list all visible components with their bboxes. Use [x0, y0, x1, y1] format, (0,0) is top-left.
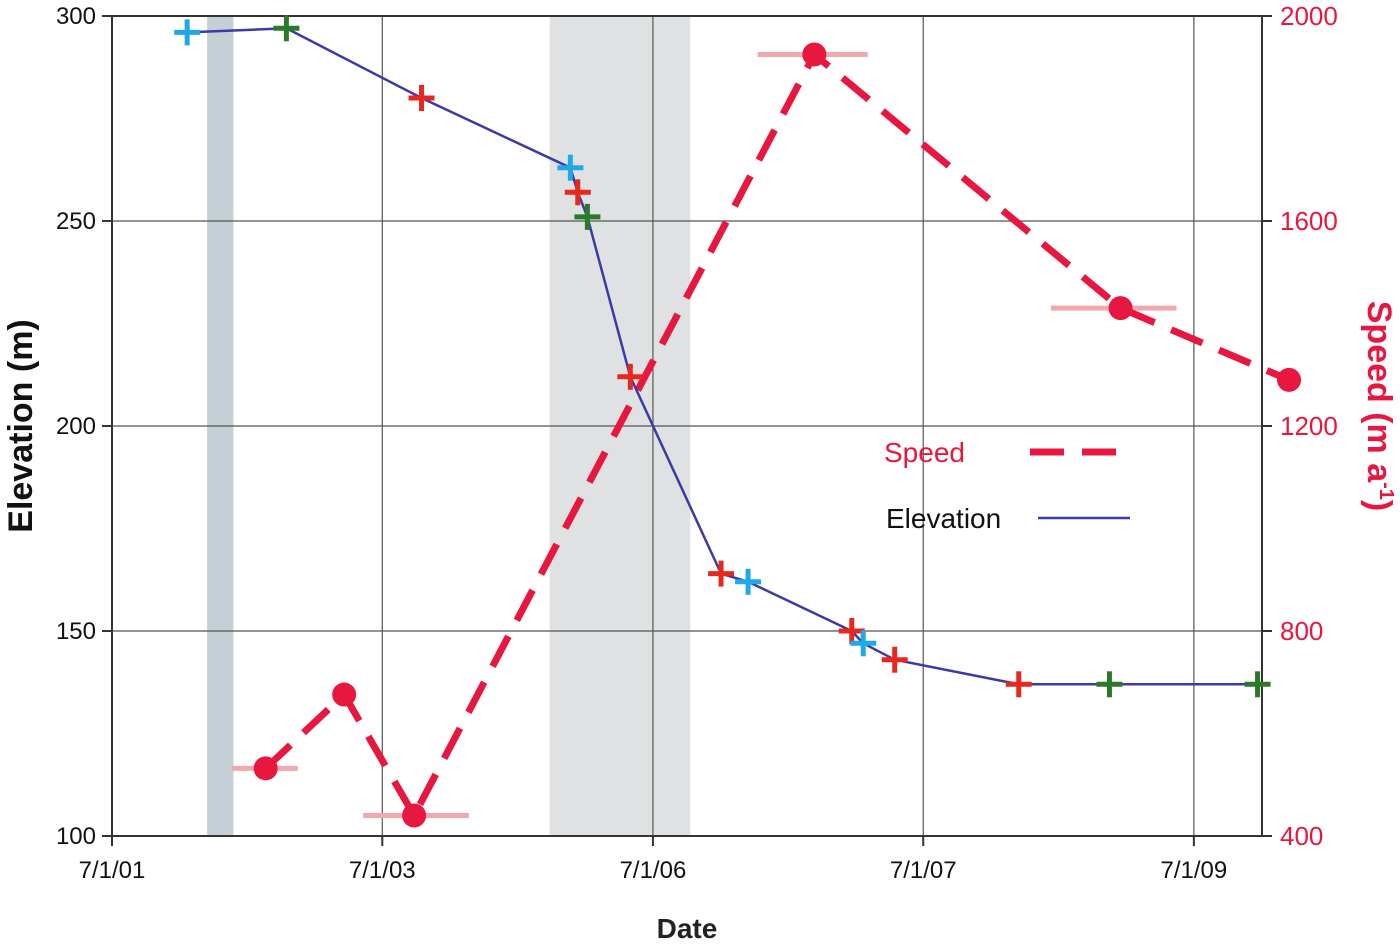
- x-tick-label-0: 7/1/01: [79, 857, 146, 884]
- y-right-tick-label-1: 800: [1280, 616, 1323, 646]
- elevation-point-3: [557, 154, 584, 181]
- elevation-point-14: [1244, 671, 1271, 698]
- elevation-point-1: [273, 15, 300, 42]
- x-tick-label-2: 7/1/06: [620, 857, 687, 884]
- legend: Speed Elevation: [884, 437, 1130, 534]
- x-axis-title: Date: [657, 913, 718, 944]
- speed-point-5: [1277, 367, 1302, 392]
- y-axis-right-title: Speed (m a-1): [1360, 301, 1398, 512]
- legend-speed-label: Speed: [884, 437, 965, 468]
- elevation-point-0: [174, 19, 201, 46]
- speed-error-bars: [231, 51, 1177, 818]
- y-left-tick-label-3: 250: [56, 208, 96, 235]
- elevation-point-13: [1096, 671, 1123, 698]
- y-right-tick-label-2: 1200: [1280, 411, 1338, 441]
- y-right-tick-label-4: 2000: [1280, 1, 1338, 31]
- elevation-point-5: [574, 203, 601, 230]
- y-left-tick-label-1: 150: [56, 618, 96, 645]
- elevation-point-6: [617, 363, 644, 390]
- legend-elevation-label: Elevation: [886, 503, 1001, 534]
- y-right-tick-label-0: 400: [1280, 821, 1323, 851]
- speed-point-4: [1108, 296, 1133, 321]
- x-tick-label-4: 7/1/09: [1161, 857, 1228, 884]
- speed-point-0: [253, 756, 278, 781]
- y-right-tick-label-3: 1600: [1280, 206, 1338, 236]
- speed-point-3: [802, 42, 827, 67]
- x-tick-label-1: 7/1/03: [349, 857, 416, 884]
- tick-marks: [102, 15, 1272, 846]
- elevation-point-12: [1005, 671, 1032, 698]
- y-axis-right-title-main: Speed (m a: [1360, 301, 1398, 483]
- elevation-point-11: [881, 646, 908, 673]
- elevation-point-2: [408, 85, 435, 111]
- tick-labels: 7/1/01 7/1/03 7/1/06 7/1/07 7/1/09 100 150 200 2…: [56, 1, 1338, 884]
- elevation-point-10: [850, 630, 877, 657]
- elevation-series: [174, 15, 1271, 698]
- elevation-point-8: [735, 568, 762, 595]
- elevation-point-4: [564, 179, 591, 206]
- y-axis-right-title-end: ): [1360, 500, 1398, 511]
- speed-line: [263, 48, 1291, 823]
- speed-point-1: [332, 682, 357, 707]
- elevation-point-7: [708, 560, 735, 587]
- y-left-tick-label-0: 100: [56, 823, 96, 850]
- y-axis-left-title: Elevation (m): [2, 319, 40, 532]
- y-left-tick-label-4: 300: [56, 3, 96, 30]
- x-tick-label-3: 7/1/07: [890, 857, 957, 884]
- y-axis-right-title-superscript: -1: [1375, 482, 1397, 500]
- elevation-point-9: [838, 618, 865, 644]
- y-left-tick-label-2: 200: [56, 413, 96, 440]
- speed-series: [253, 42, 1302, 828]
- speed-point-2: [402, 803, 427, 828]
